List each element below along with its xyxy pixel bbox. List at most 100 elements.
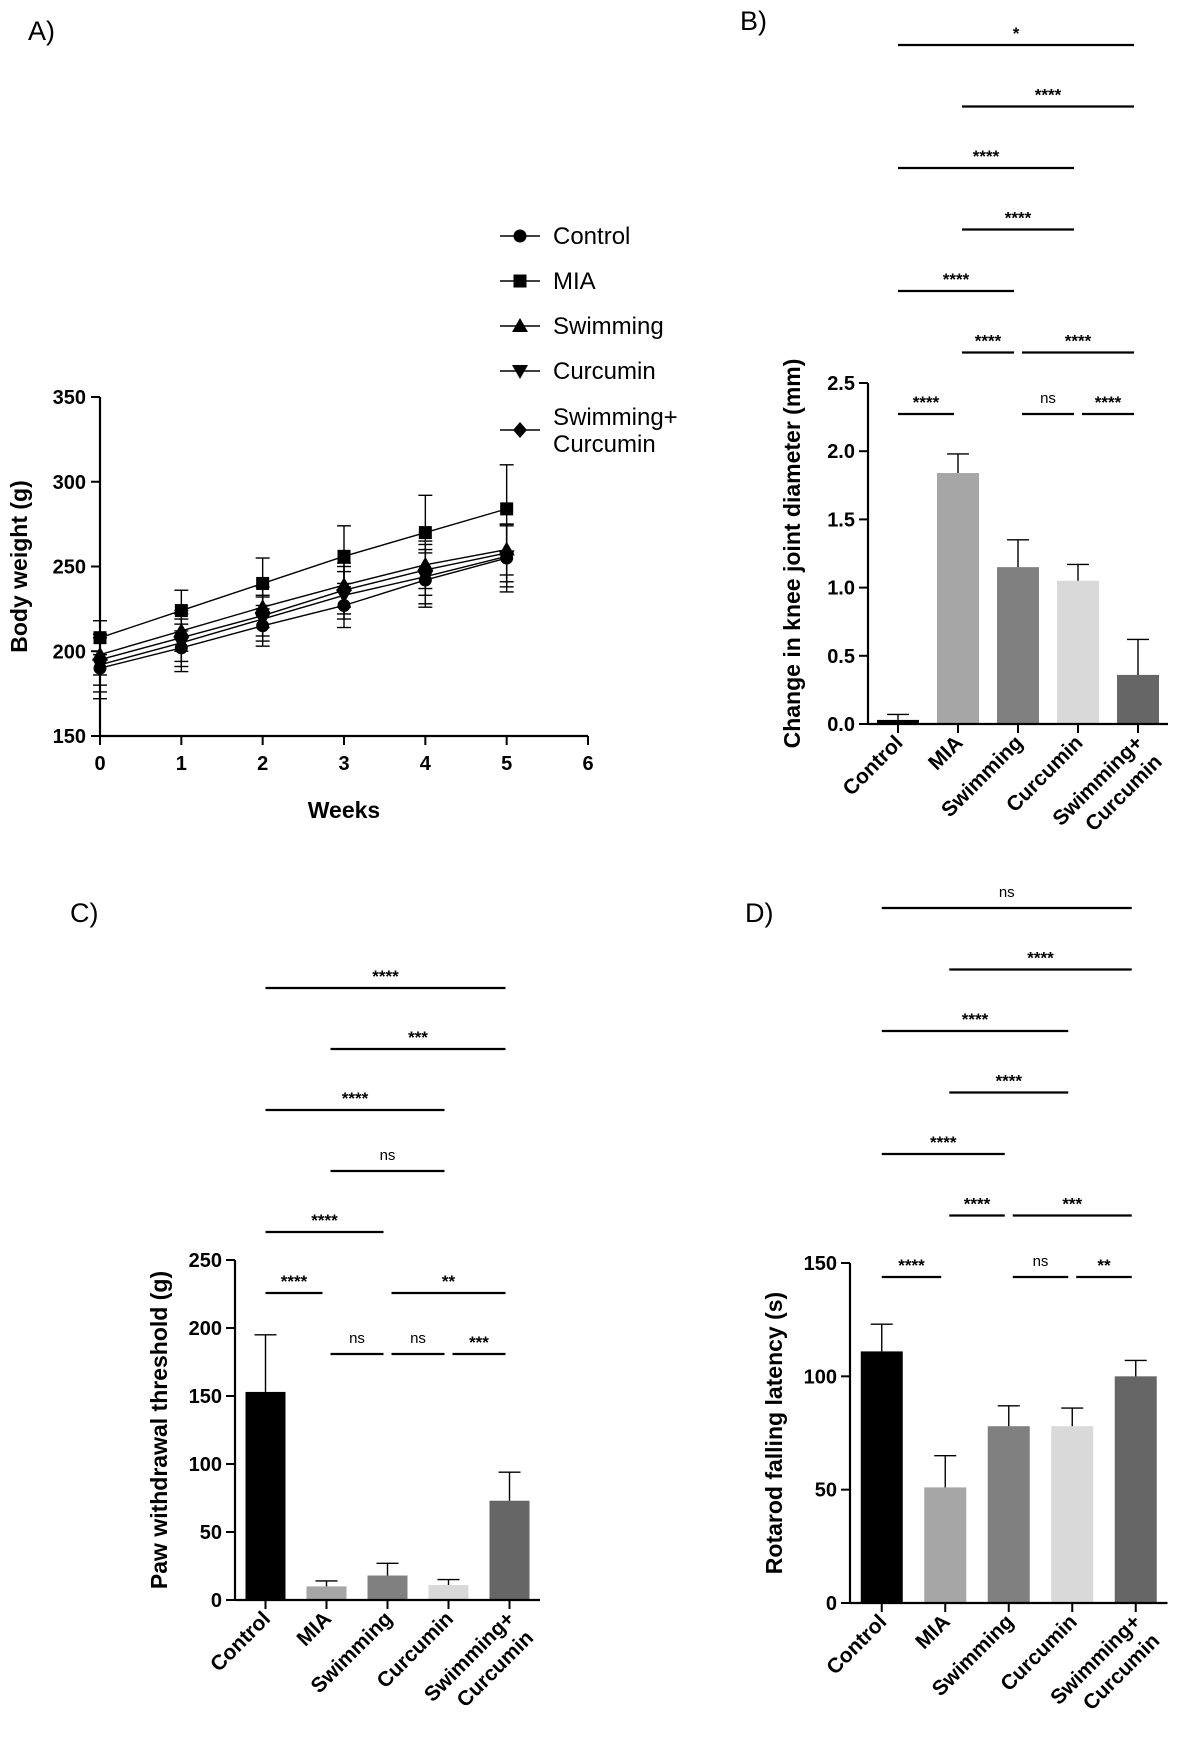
panel-a-label: A): [28, 16, 55, 46]
y-tick-label: 2.5: [827, 373, 855, 395]
data-point: [337, 582, 351, 599]
category-label: MIA: [924, 731, 967, 774]
y-axis-title: Paw withdrawal threshold (g): [146, 1271, 172, 1589]
bar: [1117, 674, 1159, 724]
legend-marker: [513, 422, 527, 438]
significance-label: ns: [1040, 390, 1056, 407]
y-tick-label: 150: [804, 1253, 837, 1275]
significance-label: ns: [349, 1330, 365, 1347]
significance-label: **: [442, 1272, 456, 1291]
legend-label-line: MIA: [553, 268, 596, 295]
legend-label-line: Swimming+: [553, 404, 678, 431]
legend-label-line: Control: [553, 223, 630, 250]
y-tick-label: 150: [53, 726, 86, 748]
significance-label: ****: [975, 332, 1002, 351]
panel-d-label: D): [745, 898, 774, 928]
legend-label: MIA: [553, 268, 596, 295]
y-tick-label: 0: [826, 1593, 837, 1615]
significance-label: ns: [410, 1330, 426, 1347]
bar: [924, 1487, 967, 1603]
category-label-line: Control: [838, 731, 907, 800]
series-3: [92, 525, 515, 693]
significance-label: ****: [1027, 949, 1054, 968]
significance-label: ***: [469, 1333, 489, 1352]
bar: [997, 567, 1039, 724]
significance-label: ****: [996, 1072, 1023, 1091]
bar: [937, 473, 979, 724]
y-axis-title: Body weight (g): [6, 480, 32, 652]
category-label-line: MIA: [293, 1607, 336, 1650]
significance-label: ****: [281, 1272, 308, 1291]
y-tick-label: 250: [53, 557, 86, 579]
legend-label: Swimming: [553, 313, 664, 340]
x-tick-label: 1: [176, 753, 187, 775]
significance-label: ****: [962, 1010, 989, 1029]
significance-label: ****: [930, 1133, 957, 1152]
x-tick-label: 4: [420, 753, 432, 775]
y-tick-label: 250: [189, 1250, 222, 1272]
x-tick-label: 0: [94, 753, 105, 775]
significance-label: ****: [973, 147, 1000, 166]
bar: [1114, 1376, 1157, 1603]
significance-label: ns: [999, 884, 1015, 901]
x-tick-label: 5: [501, 753, 512, 775]
significance-label: ns: [380, 1147, 396, 1164]
bar: [428, 1585, 469, 1600]
y-tick-label: 0.0: [827, 714, 855, 736]
x-tick-label: 2: [257, 753, 268, 775]
series-line: [99, 557, 507, 669]
legend-marker: [512, 365, 528, 379]
y-tick-label: 100: [189, 1454, 222, 1476]
data-point: [255, 607, 270, 624]
significance-label: ****: [1005, 209, 1032, 228]
significance-label: ****: [964, 1195, 991, 1214]
category-label: MIA: [293, 1607, 336, 1650]
y-tick-label: 300: [53, 472, 86, 494]
legend-label: Swimming+ Curcumin: [553, 404, 678, 458]
significance-label: ****: [898, 1256, 925, 1275]
category-label: MIA: [911, 1610, 954, 1653]
y-tick-label: 2.0: [827, 441, 855, 463]
x-axis-title: Weeks: [308, 797, 380, 823]
y-tick-label: 350: [53, 387, 86, 409]
category-label-line: Control: [206, 1607, 275, 1676]
bar: [306, 1586, 347, 1600]
significance-label: ns: [1033, 1253, 1049, 1270]
bar: [245, 1391, 286, 1600]
data-point: [93, 651, 107, 668]
legend-label-line: Swimming: [553, 313, 664, 340]
significance-label: ****: [1065, 332, 1092, 351]
bar: [1051, 1426, 1094, 1603]
series-line: [99, 508, 507, 639]
data-point: [499, 544, 514, 561]
y-tick-label: 1.5: [827, 509, 855, 531]
legend-marker: [512, 318, 528, 332]
y-axis-title: Rotarod falling latency (s): [761, 1292, 787, 1574]
y-axis-title: Change in knee joint diameter (mm): [779, 359, 805, 749]
data-point: [418, 526, 432, 540]
panel-c-label: C): [70, 898, 99, 928]
significance-label: ****: [1035, 86, 1062, 105]
significance-label: ****: [943, 270, 970, 289]
bar: [987, 1426, 1030, 1603]
y-tick-label: 100: [804, 1366, 837, 1388]
significance-label: **: [1097, 1256, 1111, 1275]
significance-label: ***: [1062, 1195, 1082, 1214]
significance-label: ****: [913, 393, 940, 412]
bar: [489, 1500, 530, 1600]
x-tick-label: 3: [338, 753, 349, 775]
legend-label-line: Curcumin: [553, 431, 656, 458]
significance-label: ****: [1095, 393, 1122, 412]
y-tick-label: 50: [815, 1480, 837, 1502]
legend-label-line: Curcumin: [553, 358, 656, 385]
category-label: Control: [206, 1607, 275, 1676]
legend-marker: [513, 229, 527, 243]
bar: [877, 719, 919, 724]
bar: [1057, 580, 1099, 724]
bar: [367, 1575, 408, 1600]
category-label-line: MIA: [911, 1610, 954, 1653]
